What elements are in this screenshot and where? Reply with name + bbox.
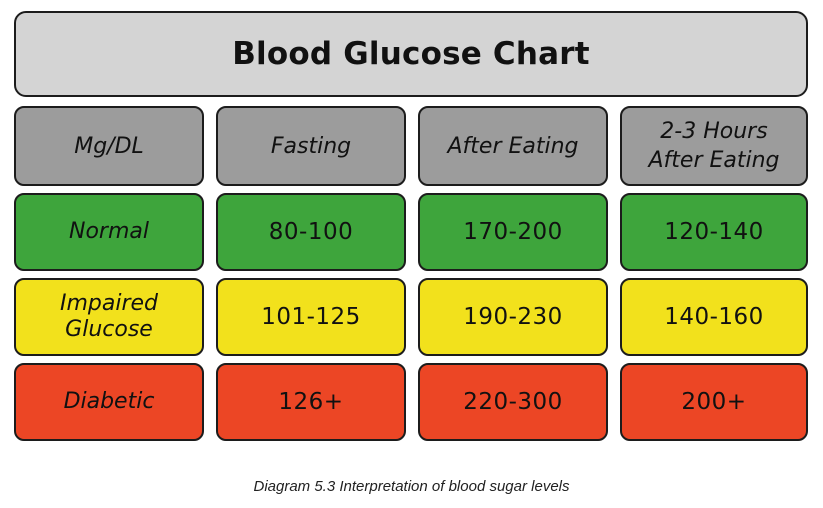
cell-diabetic-after-eating: 220-300 bbox=[418, 363, 608, 441]
header-2-3-hours-after-eating: 2-3 Hours After Eating bbox=[620, 106, 808, 186]
cell-normal-fasting: 80-100 bbox=[216, 193, 406, 271]
cell-diabetic-fasting: 126+ bbox=[216, 363, 406, 441]
header-fasting: Fasting bbox=[216, 106, 406, 186]
chart-title: Blood Glucose Chart bbox=[14, 11, 808, 97]
figure-caption: Diagram 5.3 Interpretation of blood suga… bbox=[253, 478, 570, 495]
header-after-eating: After Eating bbox=[418, 106, 608, 186]
row-label-impaired-glucose: Impaired Glucose bbox=[14, 278, 204, 356]
cell-impaired-after-eating: 190-230 bbox=[418, 278, 608, 356]
cell-normal-2-3-hours: 120-140 bbox=[620, 193, 808, 271]
cell-normal-after-eating: 170-200 bbox=[418, 193, 608, 271]
cell-diabetic-2-3-hours: 200+ bbox=[620, 363, 808, 441]
cell-impaired-fasting: 101-125 bbox=[216, 278, 406, 356]
row-label-normal: Normal bbox=[14, 193, 204, 271]
header-unit: Mg/DL bbox=[14, 106, 204, 186]
row-label-diabetic: Diabetic bbox=[14, 363, 204, 441]
cell-impaired-2-3-hours: 140-160 bbox=[620, 278, 808, 356]
